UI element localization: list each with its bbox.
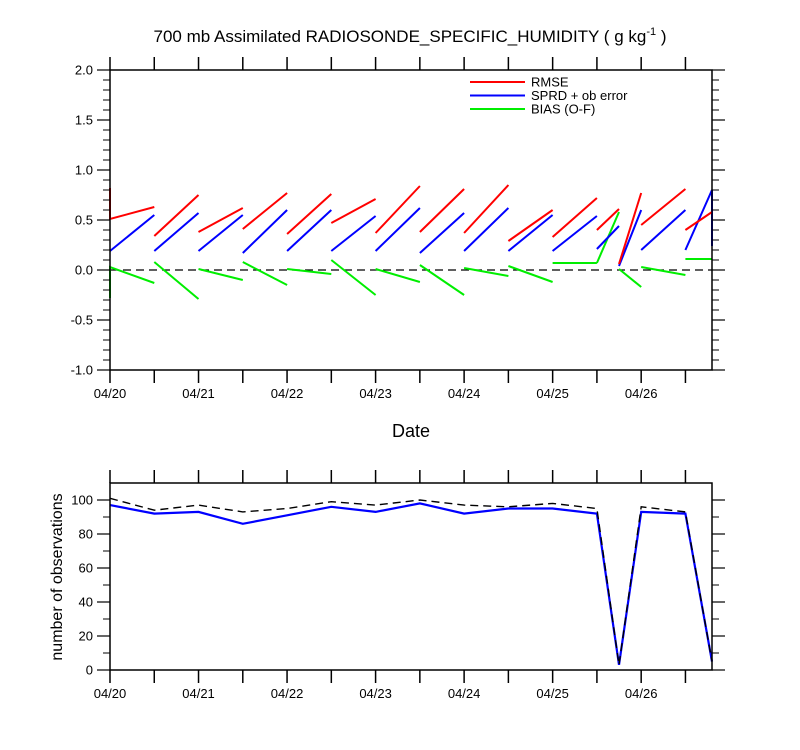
top-y-tick-label: 1.5 xyxy=(75,113,93,128)
bottom-x-tick-label: 04/26 xyxy=(625,686,658,701)
top-x-tick-label: 04/24 xyxy=(448,386,481,401)
series-line-rmse xyxy=(330,198,377,224)
bottom-panel: 04/20 04/21 04/22 04/23 04/24 04/25 04/26 0 20 40… xyxy=(71,470,725,701)
top-x-tick-label: 04/21 xyxy=(182,386,215,401)
series-line-sprd-ob-error xyxy=(330,215,377,252)
bottom-y-tick-label: 40 xyxy=(79,595,93,610)
bottom-x-tick-label: 04/24 xyxy=(448,686,481,701)
series-line-bias-o-f xyxy=(242,261,288,286)
series-line-bias-o-f xyxy=(508,265,553,283)
legend-label-sprd-ob-error: SPRD + ob error xyxy=(531,88,628,103)
series-line-rmse xyxy=(419,188,465,233)
series-line-sprd-ob-error xyxy=(463,207,510,252)
series-line-sprd-ob-error xyxy=(286,209,332,252)
top-y-tick-label: 1.0 xyxy=(75,163,93,178)
series-line-bias-o-f xyxy=(375,268,421,283)
series-line-bias-o-f xyxy=(198,268,244,281)
series-line-rmse xyxy=(640,188,687,226)
legend-label-rmse: RMSE xyxy=(531,75,569,90)
top-y-tick-label: 0.0 xyxy=(75,263,93,278)
series-line-bias-o-f xyxy=(463,267,509,277)
top-y-tick-label: -1.0 xyxy=(71,363,93,378)
series-line-bias-o-f xyxy=(153,261,200,300)
series-line-sprd-ob-error xyxy=(419,212,465,254)
series-line-bias-o-f xyxy=(618,268,642,288)
top-y-tick-label: 0.5 xyxy=(75,213,93,228)
series-line-sprd-ob-error xyxy=(640,209,687,251)
series-line-rmse xyxy=(618,192,643,265)
series-line-sprd-ob-error xyxy=(551,215,598,252)
top-y-tick-label: 2.0 xyxy=(75,63,93,78)
bottom-y-tick-label: 20 xyxy=(79,629,93,644)
bottom-y-tick-label: 80 xyxy=(79,527,93,542)
series-line-rmse xyxy=(198,207,244,233)
obs-series-line-used xyxy=(109,502,714,666)
series-line-sprd-ob-error xyxy=(109,214,155,252)
series-line-sprd-ob-error xyxy=(374,207,421,252)
top-panel: 04/20 04/21 04/22 04/23 04/24 04/25 04/26 -1.0 -… xyxy=(71,57,725,401)
series-line-rmse xyxy=(286,193,332,235)
top-y-tick-label: -0.5 xyxy=(71,313,93,328)
bottom-x-tick-label: 04/22 xyxy=(271,686,304,701)
bottom-y-tick-label: 60 xyxy=(79,561,93,576)
bottom-y-axis-title: number of observations xyxy=(49,493,66,660)
series-line-sprd-ob-error xyxy=(596,225,620,250)
top-x-tick-label: 04/20 xyxy=(94,386,127,401)
obs-series-line-possible xyxy=(109,497,713,665)
series-line-rmse xyxy=(551,197,598,238)
bottom-plot-frame xyxy=(109,482,713,671)
series-line-bias-o-f xyxy=(330,259,377,296)
bottom-x-tick-label: 04/25 xyxy=(536,686,569,701)
bottom-x-tick-label: 04/23 xyxy=(359,686,392,701)
series-line-rmse xyxy=(242,192,288,230)
series-line-bias-o-f xyxy=(641,266,686,276)
top-x-tick-label: 04/23 xyxy=(359,386,392,401)
bottom-x-tick-label: 04/21 xyxy=(182,686,215,701)
series-line-rmse xyxy=(463,184,510,234)
bottom-y-tick-label: 0 xyxy=(86,663,93,678)
series-line-rmse xyxy=(507,209,554,242)
series-line-bias-o-f xyxy=(419,264,465,296)
series-line-sprd-ob-error xyxy=(618,209,643,267)
series-line-sprd-ob-error xyxy=(153,212,200,252)
top-x-tick-label: 04/22 xyxy=(271,386,304,401)
series-line-bias-o-f xyxy=(286,268,332,275)
series-line-rmse xyxy=(374,185,421,234)
series-line-sprd-ob-error xyxy=(197,214,244,252)
bottom-y-tick-label: 100 xyxy=(71,493,93,508)
legend-label-bias-o-f: BIAS (O-F) xyxy=(531,102,595,117)
x-axis-title: Date xyxy=(392,421,430,441)
series-line-rmse xyxy=(596,208,620,231)
series-line-rmse xyxy=(153,194,200,237)
chart-title: 700 mb Assimilated RADIOSONDE_SPECIFIC_H… xyxy=(154,26,667,46)
series-line-rmse xyxy=(684,211,713,231)
top-x-tick-label: 04/25 xyxy=(536,386,569,401)
series-line-sprd-ob-error xyxy=(242,209,288,254)
bottom-x-tick-label: 04/20 xyxy=(94,686,127,701)
series-line-sprd-ob-error xyxy=(507,214,554,252)
top-x-tick-label: 04/26 xyxy=(625,386,658,401)
